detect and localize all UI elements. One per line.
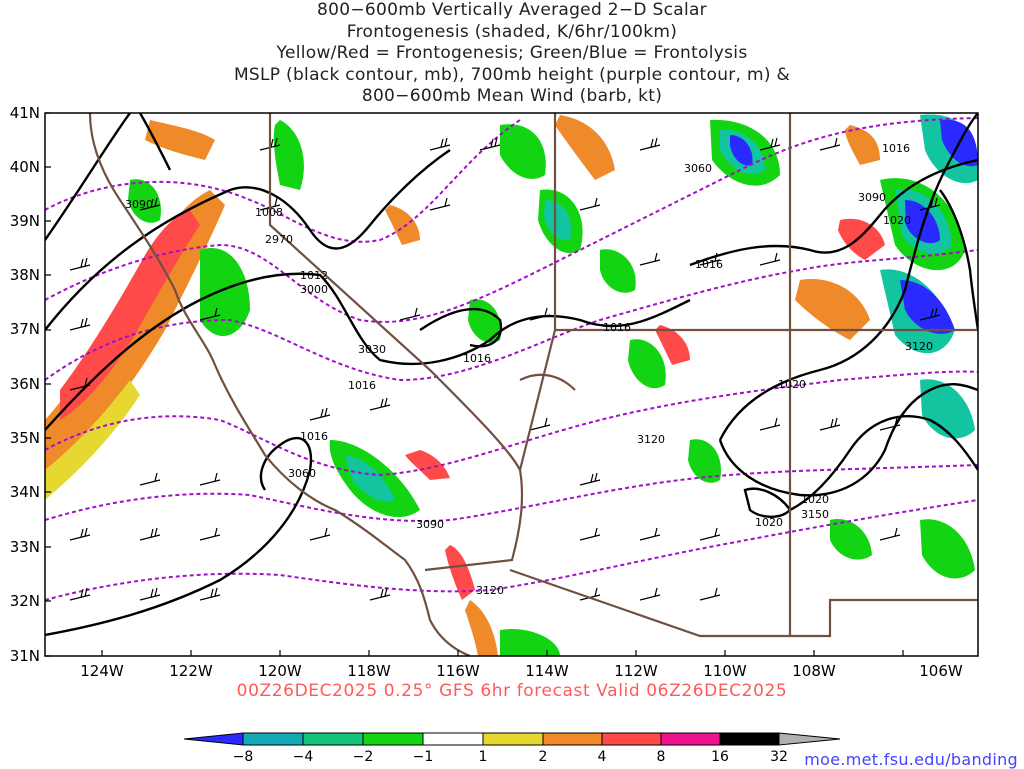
contour-label: 1020 [801,493,829,506]
colorbar-label: −4 [293,749,314,765]
contour-label: 1016 [603,321,631,334]
map-background [45,113,978,656]
contour-label: 3090 [416,518,444,531]
lat-label: 39N [10,212,40,230]
frontogenesis-shading [45,115,885,656]
contour-label: 1020 [883,214,911,227]
title-line-1: 800−600mb Vertically Averaged 2−D Scalar [317,0,707,20]
contour-label: 3120 [905,340,933,353]
contour-label: 3090 [858,191,886,204]
colorbar-swatch [719,732,780,746]
lon-label: 120W [258,662,302,680]
colorbar-label: −8 [233,749,254,765]
contour-label: 1016 [300,430,328,443]
contour-label: 1008 [255,206,283,219]
frontolysis-shading [128,114,978,656]
lat-label: 33N [10,538,40,556]
colorbar-swatch [183,732,244,746]
colorbar-label: 4 [598,749,607,765]
lat-axis: 41N 40N 39N 38N 37N 36N 35N 34N 33N 32N … [10,104,40,665]
lon-label: 124W [80,662,124,680]
contour-label: 3120 [476,584,504,597]
title-line-5: 800−600mb Mean Wind (barb, kt) [361,86,663,106]
contour-label: 1016 [882,142,910,155]
lat-label: 36N [10,375,40,393]
colorbar-label: −2 [353,749,374,765]
colorbar-swatch [242,732,304,746]
contour-label: 1012 [300,269,328,282]
title-line-4: MSLP (black contour, mb), 700mb height (… [233,64,791,85]
wind-barbs [69,137,941,601]
lon-label: 108W [792,662,836,680]
contour-label: 1016 [463,352,491,365]
contour-label: 3090 [125,198,153,211]
colorbar-swatch [422,732,484,746]
colorbar-swatch [601,732,662,746]
lon-label: 112W [614,662,658,680]
contour-label: 3060 [684,162,712,175]
colorbar-label: 32 [770,749,788,765]
colorbar-swatch [362,732,424,746]
lat-label: 31N [10,647,40,665]
contour-label: 3120 [637,433,665,446]
lon-label: 114W [525,662,569,680]
contour-label: 3000 [300,283,328,296]
height-contours [45,117,978,601]
lat-label: 35N [10,429,40,447]
colorbar-label: −1 [413,749,434,765]
political-borders [88,113,978,656]
lon-label: 106W [919,662,963,680]
title-line-3: Yellow/Red = Frontogenesis; Green/Blue =… [276,43,748,63]
lon-label: 122W [169,662,213,680]
lon-label: 118W [347,662,391,680]
mslp-contours [45,113,978,637]
colorbar-swatch [660,732,721,746]
contour-label: 1016 [348,379,376,392]
contour-label: 3060 [288,467,316,480]
title-block: 800−600mb Vertically Averaged 2−D Scalar… [0,0,1024,108]
contour-labels: 2970 1008 1012 3000 1016 3030 1016 1016 … [125,142,933,597]
contour-label: 1016 [695,258,723,271]
lon-axis: 124W 122W 120W 118W 116W 114W 112W 110W … [80,662,963,680]
lat-label: 32N [10,592,40,610]
valid-time-label: 00Z26DEC2025 0.25° GFS 6hr forecast Vali… [236,681,788,701]
colorbar-label: 8 [657,749,666,765]
colorbar-label: 16 [711,749,729,765]
contour-label: 1020 [778,378,806,391]
colorbar [183,732,841,746]
contour-label: 3030 [358,343,386,356]
coastline [88,113,471,656]
colorbar-swatch [542,732,603,746]
contour-label: 2970 [265,233,293,246]
contour-label: 1020 [755,516,783,529]
colorbar-label: 2 [539,749,548,765]
lat-label: 34N [10,483,40,501]
lat-label: 40N [10,158,40,176]
lat-label: 38N [10,266,40,284]
colorbar-swatch [482,732,544,746]
lat-label: 41N [10,104,40,122]
colorbar-swatch [778,732,841,746]
credit-link[interactable]: moe.met.fsu.edu/banding [804,750,1018,769]
colorbar-labels: −8 −4 −2 −1 1 2 4 8 16 32 [233,749,788,765]
colorbar-swatch [302,732,364,746]
lon-label: 110W [703,662,747,680]
axis-ticks [45,112,904,657]
lon-label: 116W [436,662,480,680]
colorbar-label: 1 [479,749,488,765]
title-line-2: Frontogenesis (shaded, K/6hr/100km) [346,21,678,42]
lat-label: 37N [10,320,40,338]
contour-label: 3150 [801,508,829,521]
